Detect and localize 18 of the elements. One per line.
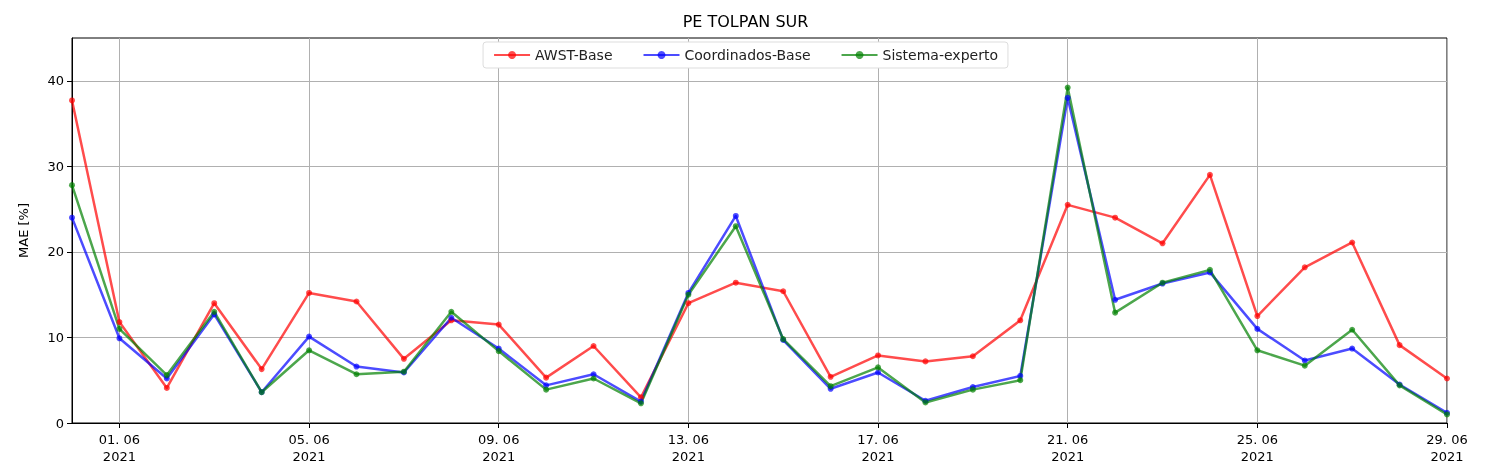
chart-title: PE TOLPAN SUR bbox=[682, 11, 809, 31]
x-tick-label: 17. 06 2021 bbox=[857, 432, 899, 464]
y-axis-title: MAE [%] bbox=[16, 203, 31, 258]
legend-label: Sistema-experto bbox=[882, 47, 998, 63]
x-tick-label: 13. 06 2021 bbox=[667, 432, 710, 464]
x-tick-label: 05. 06 2021 bbox=[288, 432, 330, 464]
y-tick-label: 0 bbox=[55, 415, 64, 431]
y-tick-label: 10 bbox=[47, 329, 64, 345]
x-tick-label: 21. 06 2021 bbox=[1047, 432, 1089, 464]
x-tick-label: 09. 06 2021 bbox=[478, 432, 520, 464]
x-tick-label: 29. 06 2021 bbox=[1426, 432, 1468, 464]
y-tick-label: 30 bbox=[47, 158, 64, 174]
legend-label: AWST-Base bbox=[535, 47, 613, 63]
y-tick-label: 40 bbox=[47, 73, 64, 89]
x-tick-label: 01. 06 2021 bbox=[98, 432, 141, 464]
y-tick-label: 20 bbox=[47, 244, 64, 260]
x-tick-label: 25. 06 2021 bbox=[1236, 432, 1279, 464]
legend-label: Coordinados-Base bbox=[684, 47, 811, 63]
